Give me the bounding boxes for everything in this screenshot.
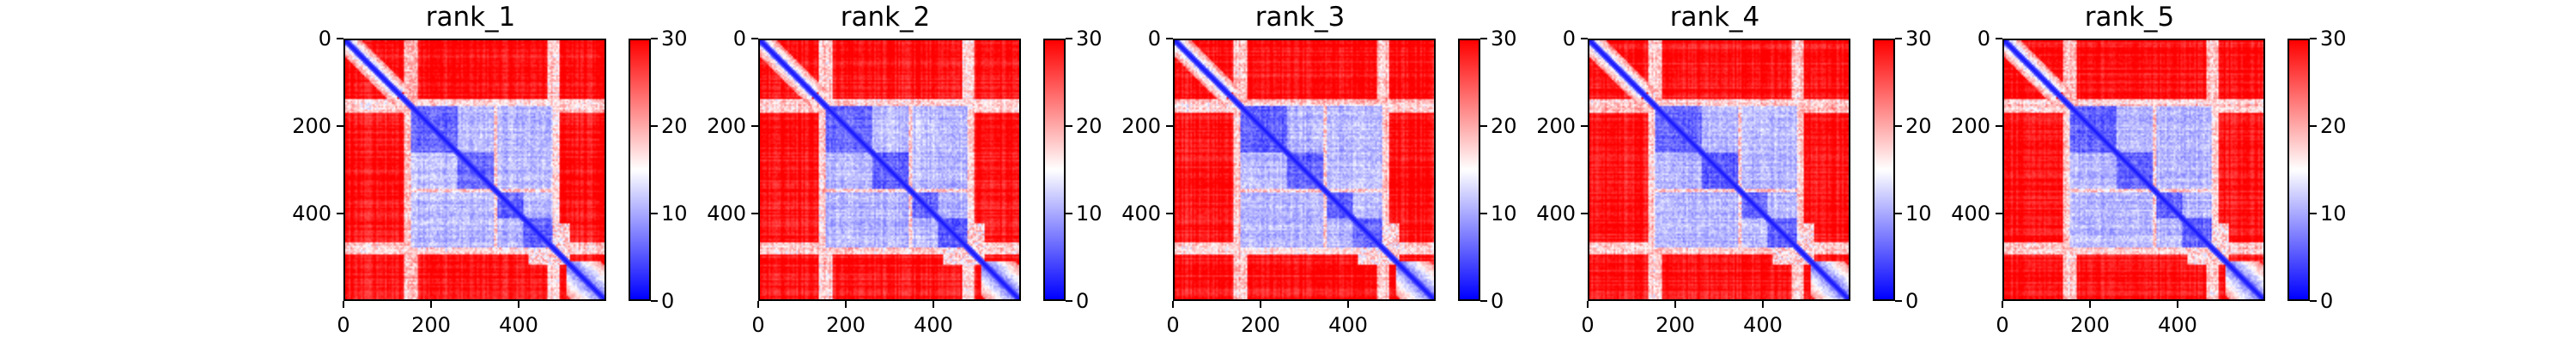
heatmap-panel-4: rank_4 0 200 400 0 200 400 0 10 20 30 [1536, 0, 2026, 343]
axes: 0 200 400 0 200 400 0 10 20 30 [1951, 27, 2347, 337]
y-tick-label: 400 [292, 202, 331, 226]
colorbar [1873, 39, 1895, 301]
colorbar-tick-label: 10 [661, 202, 688, 226]
colorbar-tick-label: 0 [1491, 289, 1504, 313]
y-tick-label: 400 [1951, 202, 1990, 226]
colorbar-tick-label: 0 [1076, 289, 1089, 313]
heatmap-plot-area [1588, 39, 1850, 301]
colorbar-tick-label: 30 [1076, 27, 1103, 51]
y-tick-label: 0 [1978, 27, 1990, 51]
colorbar-tick-label: 20 [1076, 114, 1103, 138]
x-tick-label: 0 [751, 313, 764, 337]
panel-title: rank_1 [425, 2, 516, 33]
colorbar [1043, 39, 1066, 301]
y-tick-label: 200 [1536, 114, 1576, 138]
x-tick-label: 200 [1656, 313, 1695, 337]
heatmap-image [1589, 40, 1849, 299]
heatmap-plot-area [1173, 39, 1436, 301]
axes: 0 200 400 0 200 400 0 10 20 30 [707, 27, 1103, 337]
y-tick-label: 200 [292, 114, 331, 138]
x-tick-label: 400 [2158, 313, 2197, 337]
colorbar-tick-label: 10 [1076, 202, 1103, 226]
x-tick-label: 400 [914, 313, 953, 337]
heatmap-panel-5: rank_5 0 200 400 0 200 400 0 10 20 30 [1951, 0, 2440, 343]
axes: 0 200 400 0 200 400 0 10 20 30 [292, 27, 688, 337]
y-tick-label: 0 [733, 27, 746, 51]
y-tick-label: 200 [1121, 114, 1161, 138]
heatmap-panel-3: rank_3 0 200 400 0 200 400 0 10 20 30 [1121, 0, 1611, 343]
x-tick-label: 400 [1328, 313, 1368, 337]
panel-title: rank_5 [2084, 2, 2175, 33]
heatmap-plot-area [758, 39, 1021, 301]
panel-title: rank_3 [1255, 2, 1346, 33]
colorbar-tick-label: 0 [1905, 289, 1918, 313]
x-tick-label: 0 [1581, 313, 1594, 337]
heatmap-panel-1: rank_1 0 200 400 0 200 400 0 10 20 30 [292, 0, 781, 343]
axes: 0 200 400 0 200 400 0 10 20 30 [1121, 27, 1517, 337]
heatmap-image [345, 40, 605, 299]
heatmap-plot-area [2002, 39, 2265, 301]
y-tick-label: 0 [319, 27, 331, 51]
colorbar-tick-label: 30 [661, 27, 688, 51]
colorbar-tick-label: 20 [1491, 114, 1517, 138]
x-tick-label: 400 [1743, 313, 1783, 337]
colorbar-tick-label: 0 [661, 289, 674, 313]
axes: 0 200 400 0 200 400 0 10 20 30 [1536, 27, 1932, 337]
x-tick-label: 200 [411, 313, 451, 337]
x-tick-label: 200 [2070, 313, 2110, 337]
y-tick-label: 200 [707, 114, 746, 138]
heatmap-panel-2: rank_2 0 200 400 0 200 400 0 10 20 30 [707, 0, 1196, 343]
y-tick-label: 400 [1536, 202, 1576, 226]
colorbar [629, 39, 651, 301]
y-tick-label: 200 [1951, 114, 1990, 138]
colorbar-tick-label: 20 [1905, 114, 1932, 138]
heatmap-image [1175, 40, 1434, 299]
x-tick-label: 0 [1166, 313, 1179, 337]
heatmap-plot-area [343, 39, 606, 301]
x-tick-label: 200 [1241, 313, 1280, 337]
colorbar [2287, 39, 2310, 301]
colorbar-tick-label: 20 [661, 114, 688, 138]
panel-title: rank_2 [840, 2, 931, 33]
heatmap-image [2004, 40, 2263, 299]
y-tick-label: 0 [1563, 27, 1576, 51]
x-tick-label: 0 [337, 313, 349, 337]
panel-title: rank_4 [1669, 2, 1760, 33]
y-tick-label: 400 [1121, 202, 1161, 226]
x-tick-label: 0 [1996, 313, 2008, 337]
colorbar-tick-label: 20 [2320, 114, 2347, 138]
colorbar-tick-label: 0 [2320, 289, 2333, 313]
colorbar-tick-label: 30 [2320, 27, 2347, 51]
colorbar-tick-label: 10 [2320, 202, 2347, 226]
x-tick-label: 400 [499, 313, 538, 337]
y-tick-label: 400 [707, 202, 746, 226]
colorbar-tick-label: 10 [1905, 202, 1932, 226]
colorbar-tick-label: 30 [1491, 27, 1517, 51]
heatmap-image [760, 40, 1019, 299]
x-tick-label: 200 [826, 313, 866, 337]
colorbar [1458, 39, 1480, 301]
y-tick-label: 0 [1148, 27, 1161, 51]
colorbar-tick-label: 10 [1491, 202, 1517, 226]
colorbar-tick-label: 30 [1905, 27, 1932, 51]
